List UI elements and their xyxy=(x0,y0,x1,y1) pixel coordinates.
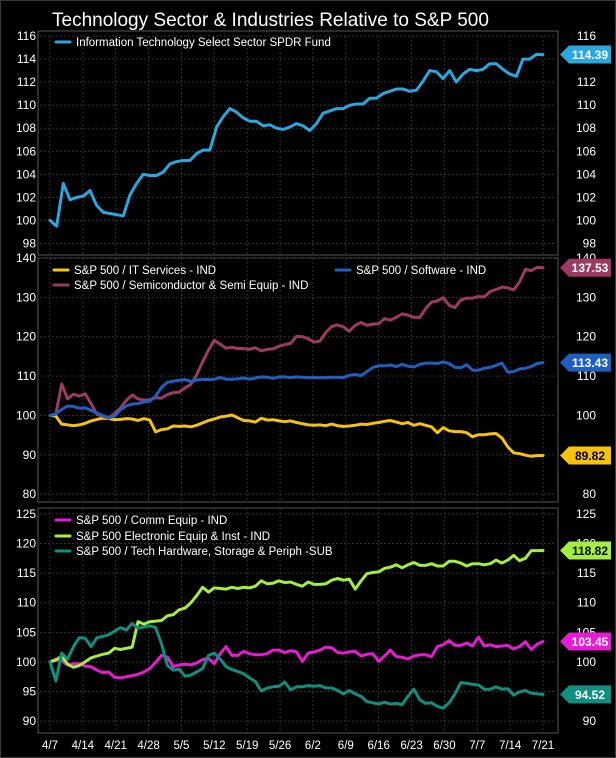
x-tick-label: 5/19 xyxy=(236,740,258,752)
x-tick-label: 4/14 xyxy=(72,740,95,752)
y-tick-label-right: 108 xyxy=(576,121,596,135)
x-tick-label: 5/12 xyxy=(203,740,225,752)
y-tick-label-left: 105 xyxy=(16,625,36,639)
y-tick-label-right: 110 xyxy=(577,98,596,112)
y-tick-label-right: 100 xyxy=(576,408,596,422)
y-tick-label-right: 116 xyxy=(577,29,596,43)
y-tick-label-left: 104 xyxy=(16,167,36,181)
y-tick-label-left: 110 xyxy=(17,369,36,383)
series-line-2-1 xyxy=(48,413,545,458)
series-line-2-2 xyxy=(48,265,545,420)
y-tick-label-right: 80 xyxy=(583,487,597,501)
legend-label: S&P 500 / Comm Equip - IND xyxy=(76,515,227,527)
last-value-badge xyxy=(560,446,611,465)
x-tick-label: 4/28 xyxy=(137,740,159,752)
legend-label: S&P 500 Electronic Equip & Inst - IND xyxy=(76,531,270,543)
last-value-badge xyxy=(560,353,611,372)
y-tick-label-left: 106 xyxy=(16,144,36,158)
x-tick-label: 6/30 xyxy=(433,740,455,752)
y-tick-label-right: 112 xyxy=(577,75,596,89)
series-line-2-3 xyxy=(48,360,545,420)
y-tick-label-left: 112 xyxy=(17,75,36,89)
y-tick-label-right: 104 xyxy=(576,167,596,181)
x-tick-label: 5/26 xyxy=(269,740,291,752)
y-tick-label-right: 110 xyxy=(577,596,596,610)
last-value-label: 94.52 xyxy=(575,688,605,702)
series-line-3-1 xyxy=(48,635,545,680)
legend-label: S&P 500 / IT Services - IND xyxy=(74,265,216,277)
last-value-label: 137.53 xyxy=(572,261,609,275)
y-tick-label-left: 140 xyxy=(16,251,36,265)
last-value-badge xyxy=(560,258,611,277)
series-line-1-1 xyxy=(48,52,545,228)
y-tick-label-left: 115 xyxy=(17,566,36,580)
y-tick-label-left: 102 xyxy=(16,190,36,204)
y-tick-label-right: 106 xyxy=(576,144,596,158)
last-value-badge xyxy=(560,685,611,704)
y-tick-label-right: 120 xyxy=(576,330,596,344)
x-tick-label: 6/9 xyxy=(338,740,354,752)
y-tick-label-left: 98 xyxy=(23,236,37,250)
last-value-badge xyxy=(560,45,611,64)
x-tick-label: 6/23 xyxy=(400,740,422,752)
legend-label: S&P 500 / Semiconductor & Semi Equip - I… xyxy=(74,280,308,292)
y-tick-label-left: 120 xyxy=(16,537,36,551)
y-tick-label-left: 100 xyxy=(16,655,36,669)
legend-label: S&P 500 / Software - IND xyxy=(356,265,486,277)
y-tick-label-left: 114 xyxy=(17,52,36,66)
y-tick-label-left: 80 xyxy=(23,487,37,501)
y-tick-label-right: 100 xyxy=(576,655,596,669)
y-tick-label-left: 120 xyxy=(16,330,36,344)
y-tick-label-right: 115 xyxy=(577,566,596,580)
y-tick-label-right: 100 xyxy=(576,213,596,227)
y-tick-label-right: 130 xyxy=(576,290,596,304)
series-line-3-3 xyxy=(48,622,545,710)
y-tick-label-right: 110 xyxy=(577,369,596,383)
x-tick-label: 7/14 xyxy=(499,740,522,752)
last-value-label: 103.45 xyxy=(572,635,609,649)
x-tick-label: 4/21 xyxy=(105,740,127,752)
y-tick-label-right: 98 xyxy=(583,236,597,250)
legend-label: S&P 500 / Tech Hardware, Storage & Perip… xyxy=(76,546,333,558)
y-tick-label-left: 100 xyxy=(16,408,36,422)
y-tick-label-left: 100 xyxy=(16,213,36,227)
y-tick-label-left: 116 xyxy=(17,29,36,43)
y-tick-label-left: 95 xyxy=(23,685,37,699)
y-tick-label-left: 125 xyxy=(16,507,36,521)
panel-3-frame xyxy=(37,507,559,734)
last-value-label: 114.39 xyxy=(572,48,608,62)
series-line-3-2 xyxy=(48,549,545,669)
last-value-badge xyxy=(560,632,611,651)
last-value-label: 118.82 xyxy=(572,544,608,558)
y-tick-label-left: 110 xyxy=(17,596,36,610)
last-value-label: 89.82 xyxy=(575,449,605,463)
y-tick-label-left: 108 xyxy=(16,121,36,135)
y-tick-label-left: 130 xyxy=(16,290,36,304)
y-tick-label-left: 90 xyxy=(23,714,37,728)
x-tick-label: 7/7 xyxy=(469,740,485,752)
chart-title: Technology Sector & Industries Relative … xyxy=(52,10,489,31)
y-tick-label-right: 90 xyxy=(583,714,597,728)
x-tick-label: 4/7 xyxy=(42,740,58,752)
last-value-badge xyxy=(560,541,611,560)
x-tick-label: 6/2 xyxy=(305,740,321,752)
y-tick-label-left: 90 xyxy=(23,448,37,462)
y-tick-label-right: 125 xyxy=(576,507,596,521)
y-tick-label-left: 110 xyxy=(17,98,36,112)
x-tick-label: 6/16 xyxy=(367,740,389,752)
x-tick-label: 5/5 xyxy=(173,740,189,752)
y-tick-label-right: 102 xyxy=(576,190,596,204)
legend-label: Information Technology Select Sector SPD… xyxy=(76,37,331,49)
last-value-label: 113.43 xyxy=(572,356,608,370)
x-tick-label: 7/21 xyxy=(532,740,554,752)
